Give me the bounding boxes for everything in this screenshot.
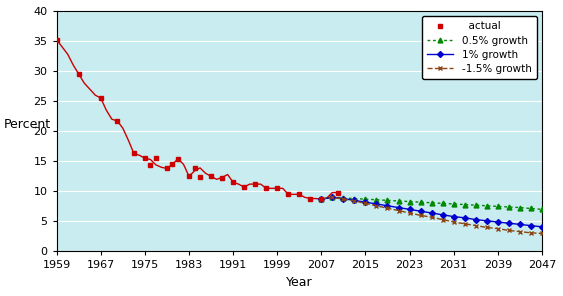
-   actual: [208, 175, 215, 178]
-   actual: [218, 176, 225, 179]
- -1.5% growth: [373, 204, 380, 207]
- 1% growth: [362, 200, 369, 204]
- 0.5% growth: [506, 205, 512, 209]
-   actual: [97, 96, 104, 100]
- -1.5% growth: [362, 202, 369, 205]
- 0.5% growth: [318, 197, 325, 201]
- -1.5% growth: [461, 222, 468, 226]
-   actual: [196, 175, 203, 179]
- 0.5% growth: [450, 202, 457, 206]
-   actual: [252, 182, 258, 186]
- 1% growth: [472, 218, 479, 221]
-   actual: [164, 167, 171, 170]
-   actual: [53, 38, 60, 41]
- 0.5% growth: [461, 203, 468, 206]
- 1% growth: [373, 202, 380, 206]
-   actual: [334, 191, 341, 194]
- -1.5% growth: [395, 209, 402, 212]
- -1.5% growth: [318, 197, 325, 201]
- 1% growth: [461, 216, 468, 220]
- -1.5% growth: [494, 227, 501, 230]
- 0.5% growth: [329, 196, 336, 199]
- 1% growth: [506, 221, 512, 225]
- Line:   actual: actual: [54, 37, 340, 202]
-   actual: [131, 152, 137, 155]
-   actual: [274, 186, 280, 190]
- Line: 1% growth: 1% growth: [319, 195, 544, 229]
- Line: -1.5% growth: -1.5% growth: [319, 195, 544, 236]
- -1.5% growth: [472, 224, 479, 227]
- 0.5% growth: [384, 199, 391, 202]
-   actual: [307, 197, 314, 200]
- 1% growth: [395, 206, 402, 209]
-   actual: [175, 157, 181, 161]
-   actual: [186, 175, 193, 178]
- -1.5% growth: [329, 196, 336, 199]
- 1% growth: [484, 219, 490, 223]
- 0.5% growth: [351, 197, 358, 200]
-   actual: [263, 186, 270, 190]
-   actual: [75, 72, 82, 76]
- 1% growth: [528, 224, 534, 227]
- Line: 0.5% growth: 0.5% growth: [319, 195, 544, 212]
- -1.5% growth: [340, 197, 347, 201]
-   actual: [241, 185, 248, 189]
- 0.5% growth: [417, 200, 424, 204]
- 1% growth: [417, 209, 424, 213]
- 0.5% growth: [373, 198, 380, 202]
- 1% growth: [516, 223, 523, 226]
- 1% growth: [494, 220, 501, 224]
-   actual: [318, 197, 325, 201]
- 0.5% growth: [538, 207, 545, 211]
- -1.5% growth: [450, 220, 457, 224]
- -1.5% growth: [538, 232, 545, 235]
- -1.5% growth: [351, 199, 358, 203]
- 0.5% growth: [528, 207, 534, 210]
- 1% growth: [329, 196, 336, 199]
-   actual: [141, 157, 148, 160]
-   actual: [191, 166, 198, 170]
-   actual: [169, 163, 176, 166]
- 0.5% growth: [362, 197, 369, 201]
- 0.5% growth: [439, 202, 446, 205]
- -1.5% growth: [439, 218, 446, 221]
- -1.5% growth: [384, 206, 391, 210]
- Legend:   actual, 0.5% growth, 1% growth, -1.5% growth: actual, 0.5% growth, 1% growth, -1.5% gr…: [422, 16, 537, 79]
- 1% growth: [538, 225, 545, 229]
- -1.5% growth: [506, 229, 512, 232]
- 1% growth: [406, 207, 413, 211]
- 1% growth: [439, 213, 446, 217]
- 0.5% growth: [472, 203, 479, 207]
- -1.5% growth: [417, 214, 424, 217]
-   actual: [285, 193, 292, 196]
- 0.5% growth: [516, 206, 523, 209]
- -1.5% growth: [406, 211, 413, 215]
- 1% growth: [450, 215, 457, 218]
-   actual: [114, 119, 120, 123]
- 0.5% growth: [340, 196, 347, 200]
- 1% growth: [428, 211, 435, 215]
-   actual: [296, 193, 303, 196]
- 0.5% growth: [428, 201, 435, 205]
- -1.5% growth: [528, 231, 534, 235]
-   actual: [230, 181, 236, 184]
- 1% growth: [351, 199, 358, 202]
- -1.5% growth: [484, 226, 490, 229]
-   actual: [147, 163, 154, 167]
- 0.5% growth: [406, 200, 413, 203]
-   actual: [153, 157, 159, 160]
- 0.5% growth: [494, 205, 501, 208]
- Y-axis label: Percent: Percent: [4, 118, 51, 131]
- X-axis label: Year: Year: [286, 276, 312, 289]
- 1% growth: [318, 197, 325, 201]
- 0.5% growth: [484, 204, 490, 207]
- -1.5% growth: [516, 230, 523, 234]
- 0.5% growth: [395, 199, 402, 203]
- 1% growth: [340, 197, 347, 200]
- -1.5% growth: [428, 215, 435, 219]
- 1% growth: [384, 204, 391, 207]
